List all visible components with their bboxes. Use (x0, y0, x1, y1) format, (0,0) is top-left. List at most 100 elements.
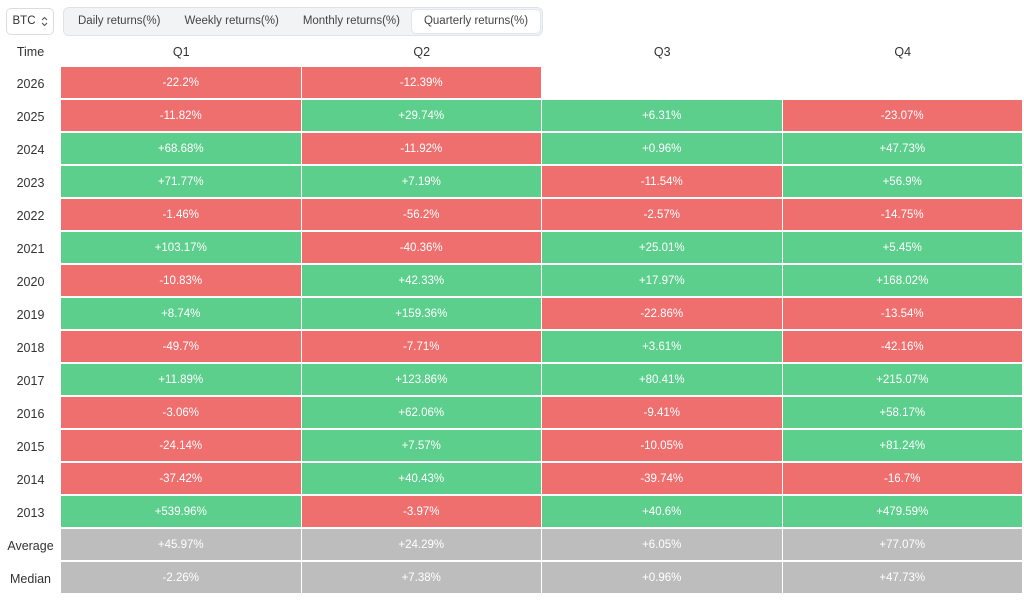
return-cell: +68.68% (61, 133, 301, 164)
table-row: 2018 -49.7% -7.71% +3.61% -42.16% (0, 331, 1024, 364)
year-label: 2019 (16, 307, 45, 322)
summary-cell: +6.05% (542, 529, 782, 560)
return-cell (783, 67, 1023, 98)
return-cell: -3.97% (301, 496, 541, 527)
returns-table: Time Q1 Q2 Q3 Q4 2026 -22.2% -12.39% 2025 -1… (0, 37, 1024, 595)
return-cell: -3.06% (61, 397, 301, 428)
return-cell: +11.89% (61, 364, 301, 395)
return-cell: +8.74% (61, 298, 301, 329)
return-cell: +5.45% (782, 232, 1022, 263)
year-label: 2018 (16, 340, 45, 355)
summary-row-label: Median (10, 571, 51, 586)
table-row: 2019 +8.74% +159.36% -22.86% -13.54% (0, 298, 1024, 331)
table-row: 2013 +539.96% -3.97% +40.6% +479.59% (0, 496, 1024, 529)
year-label: 2016 (16, 406, 45, 421)
return-cell: -23.07% (782, 100, 1022, 131)
return-cell: -49.7% (61, 331, 301, 362)
return-cell: +7.19% (301, 166, 541, 197)
return-cell: +479.59% (782, 496, 1022, 527)
summary-cell: -2.26% (61, 562, 301, 593)
year-label: 2021 (16, 241, 45, 256)
return-cell: -39.74% (542, 463, 782, 494)
year-label: 2017 (16, 373, 45, 388)
tab-quarterly-returns[interactable]: Quarterly returns(%) (411, 9, 541, 33)
return-cell: -10.83% (61, 265, 301, 296)
return-cell: +81.24% (782, 430, 1022, 461)
return-cell: +215.07% (782, 364, 1022, 395)
year-label: 2015 (16, 439, 45, 454)
return-cell: +0.96% (542, 133, 782, 164)
return-cell: -1.46% (61, 199, 301, 230)
toolbar: BTC Daily returns(%) Weekly returns(%) M… (6, 6, 544, 36)
year-label: 2025 (16, 109, 45, 124)
year-label: 2023 (16, 175, 45, 190)
column-header-q3: Q3 (653, 45, 671, 59)
summary-cell: +77.07% (782, 529, 1022, 560)
summary-cell: +45.97% (61, 529, 301, 560)
tab-weekly-returns[interactable]: Weekly returns(%) (184, 15, 279, 27)
return-cell: +40.43% (301, 463, 541, 494)
column-header-q4: Q4 (894, 45, 912, 59)
return-cell: +29.74% (301, 100, 541, 131)
year-label: 2020 (16, 274, 45, 289)
year-label: 2024 (16, 142, 45, 157)
return-cell: +25.01% (542, 232, 782, 263)
asset-select[interactable]: BTC (6, 7, 54, 35)
return-cell: -13.54% (782, 298, 1022, 329)
return-cell: +168.02% (782, 265, 1022, 296)
return-cell: +47.73% (782, 133, 1022, 164)
return-cell: -11.54% (542, 166, 782, 197)
table-row: 2023 +71.77% +7.19% -11.54% +56.9% (0, 166, 1024, 199)
tab-daily-returns[interactable]: Daily returns(%) (78, 15, 161, 27)
return-cell: -9.41% (542, 397, 782, 428)
table-row: 2022 -1.46% -56.2% -2.57% -14.75% (0, 199, 1024, 232)
table-row: 2015 -24.14% +7.57% -10.05% +81.24% (0, 430, 1024, 463)
return-cell: +6.31% (542, 100, 782, 131)
return-cell: -11.92% (301, 133, 541, 164)
chevron-updown-icon (41, 16, 48, 27)
returns-tabs: Daily returns(%) Weekly returns(%) Month… (63, 6, 544, 36)
return-cell: +58.17% (782, 397, 1022, 428)
summary-row-label: Average (7, 538, 54, 553)
year-label: 2013 (16, 505, 45, 520)
table-row: 2024 +68.68% -11.92% +0.96% +47.73% (0, 133, 1024, 166)
summary-cell: +24.29% (301, 529, 541, 560)
asset-select-label: BTC (12, 15, 36, 27)
return-cell (542, 67, 782, 98)
summary-cell: +0.96% (542, 562, 782, 593)
return-cell: +3.61% (542, 331, 782, 362)
return-cell: +7.57% (301, 430, 541, 461)
return-cell: +159.36% (301, 298, 541, 329)
return-cell: -22.2% (61, 67, 301, 98)
return-cell: +17.97% (542, 265, 782, 296)
return-cell: -37.42% (61, 463, 301, 494)
table-header-row: Time Q1 Q2 Q3 Q4 (0, 37, 1024, 67)
return-cell: -16.7% (782, 463, 1022, 494)
return-cell: +42.33% (301, 265, 541, 296)
tab-monthly-returns[interactable]: Monthly returns(%) (302, 15, 400, 27)
return-cell: -2.57% (542, 199, 782, 230)
column-header-q2: Q2 (413, 45, 431, 59)
return-cell: -7.71% (301, 331, 541, 362)
summary-cell: +47.73% (782, 562, 1022, 593)
time-column-header: Time (16, 45, 45, 59)
summary-row: Median -2.26% +7.38% +0.96% +47.73% (0, 562, 1024, 595)
table-row: 2026 -22.2% -12.39% (0, 67, 1024, 100)
return-cell: +80.41% (542, 364, 782, 395)
return-cell: +56.9% (782, 166, 1022, 197)
table-body: 2026 -22.2% -12.39% 2025 -11.82% +29.74% +6.31… (0, 67, 1024, 595)
return-cell: +71.77% (61, 166, 301, 197)
table-row: 2016 -3.06% +62.06% -9.41% +58.17% (0, 397, 1024, 430)
return-cell: +62.06% (301, 397, 541, 428)
year-label: 2014 (16, 472, 45, 487)
summary-cell: +7.38% (301, 562, 541, 593)
return-cell: -12.39% (301, 67, 541, 98)
table-row: 2025 -11.82% +29.74% +6.31% -23.07% (0, 100, 1024, 133)
return-cell: -56.2% (301, 199, 541, 230)
table-row: 2020 -10.83% +42.33% +17.97% +168.02% (0, 265, 1024, 298)
return-cell: -42.16% (782, 331, 1022, 362)
return-cell: -10.05% (542, 430, 782, 461)
table-row: 2014 -37.42% +40.43% -39.74% -16.7% (0, 463, 1024, 496)
return-cell: +40.6% (542, 496, 782, 527)
summary-row: Average +45.97% +24.29% +6.05% +77.07% (0, 529, 1024, 562)
